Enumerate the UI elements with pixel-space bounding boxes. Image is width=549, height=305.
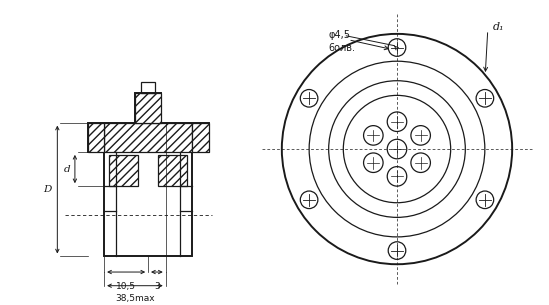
Text: d₁: d₁	[492, 22, 505, 32]
Bar	[104, 123, 192, 152]
Bar	[88, 123, 209, 152]
Text: D: D	[43, 185, 52, 194]
Bar	[104, 152, 192, 257]
Bar	[158, 155, 187, 186]
Text: φ4,5: φ4,5	[329, 30, 351, 40]
Text: 6олв.: 6олв.	[329, 43, 356, 53]
Text: 38,5max: 38,5max	[115, 295, 155, 303]
Bar	[109, 155, 138, 186]
Bar	[136, 93, 161, 123]
Text: d: d	[64, 165, 70, 174]
Bar	[136, 93, 161, 123]
Bar	[141, 82, 155, 93]
Bar	[192, 123, 209, 152]
Text: 3: 3	[154, 282, 160, 291]
Bar	[88, 123, 104, 152]
Text: 10,5: 10,5	[116, 282, 136, 291]
